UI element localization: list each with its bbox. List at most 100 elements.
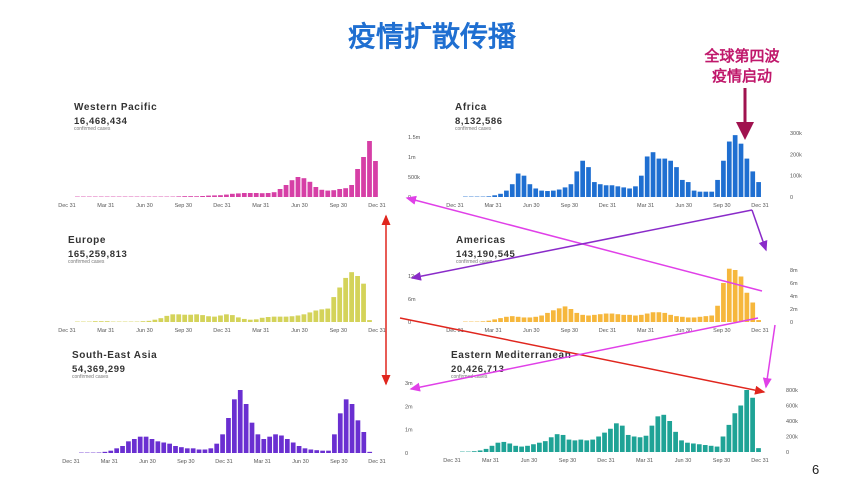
bar	[486, 320, 492, 322]
bar	[625, 434, 631, 452]
bar	[361, 157, 366, 197]
bar	[492, 195, 498, 197]
magenta-arrow-to-western-pacific	[405, 195, 763, 292]
x-tick-label: Dec 31	[751, 203, 768, 209]
chart-title: South-East Asia	[72, 350, 157, 361]
x-tick-label: Jun 30	[291, 328, 308, 334]
x-tick-label: Dec 31	[751, 328, 768, 334]
bar	[108, 450, 114, 453]
bar	[580, 314, 585, 322]
bar	[220, 434, 225, 453]
bar	[349, 404, 355, 453]
bar	[367, 320, 372, 322]
fourth-wave-annotation-line1: 全球第四波	[703, 47, 780, 65]
y-tick-label: 4m	[790, 294, 798, 300]
bar	[241, 193, 247, 197]
bar	[273, 434, 278, 453]
page-number: 6	[812, 462, 819, 477]
bar	[164, 315, 170, 322]
bar	[331, 190, 337, 197]
bar	[668, 314, 673, 322]
bar	[562, 187, 568, 197]
purple-arrow-to-europe	[410, 209, 753, 281]
bar	[550, 310, 556, 322]
bar	[194, 314, 199, 322]
bar	[237, 390, 243, 453]
bar	[531, 444, 536, 452]
bar	[674, 316, 679, 322]
y-tick-label: 600k	[786, 404, 798, 410]
bar	[235, 193, 241, 197]
bar	[188, 196, 194, 197]
bar	[277, 316, 283, 322]
bar	[650, 312, 656, 322]
bar	[656, 158, 662, 197]
x-tick-label: Mar 31	[252, 203, 269, 209]
x-tick-label: Jun 30	[523, 203, 540, 209]
bar	[319, 309, 325, 322]
bar	[143, 436, 149, 453]
bar	[545, 191, 550, 197]
bar	[597, 314, 603, 322]
bar	[608, 428, 613, 452]
bar	[295, 177, 301, 197]
bar	[313, 310, 319, 322]
bar	[495, 442, 501, 452]
bar	[200, 196, 205, 197]
x-tick-label: Dec 31	[443, 458, 460, 464]
bar	[355, 169, 360, 197]
x-tick-label: Mar 31	[637, 328, 654, 334]
bar	[283, 185, 289, 197]
bar	[680, 179, 685, 197]
bar	[568, 184, 574, 197]
bar	[131, 439, 137, 453]
bar	[521, 175, 527, 197]
x-tick-label: Mar 31	[252, 328, 269, 334]
x-tick-label: Jun 30	[676, 203, 693, 209]
magenta-arrow-to-south-east-asia	[409, 317, 759, 392]
x-tick-label: Jun 30	[292, 459, 309, 465]
bar	[750, 397, 755, 452]
confirmed-total: 143,190,545	[456, 249, 516, 260]
bar	[507, 443, 513, 453]
bar	[480, 321, 486, 322]
bar	[714, 446, 720, 452]
bar	[253, 193, 259, 197]
confirmed-total: 20,426,713	[451, 364, 505, 375]
x-tick-label: Sep 30	[561, 203, 578, 209]
bar	[697, 191, 703, 197]
confirmed-caption: confirmed cases	[455, 126, 492, 132]
bar	[498, 193, 503, 197]
bar	[691, 317, 697, 322]
bar	[212, 195, 217, 197]
bar	[337, 287, 343, 322]
bar	[289, 180, 295, 197]
bar	[691, 190, 697, 197]
bar	[715, 179, 720, 197]
bar	[568, 309, 574, 322]
bar	[542, 441, 548, 452]
bar	[212, 316, 217, 322]
x-tick-label: Mar 31	[485, 328, 502, 334]
bar	[202, 449, 208, 453]
bar	[331, 297, 337, 322]
bar	[307, 312, 313, 322]
bar	[750, 302, 756, 322]
y-tick-label: 300k	[790, 131, 802, 137]
bar	[355, 276, 360, 322]
bar	[603, 313, 609, 322]
x-tick-label: Mar 31	[636, 458, 653, 464]
bar	[615, 186, 621, 197]
x-tick-label: Dec 31	[368, 328, 385, 334]
bar	[320, 450, 325, 453]
bar	[182, 314, 188, 322]
bar	[697, 316, 703, 322]
bar	[279, 435, 284, 453]
bar	[314, 450, 320, 453]
bar	[709, 191, 715, 197]
bar	[152, 319, 158, 322]
bar	[126, 441, 131, 453]
bar	[326, 450, 331, 453]
bar	[750, 171, 756, 197]
confirmed-total: 54,369,299	[72, 364, 126, 375]
